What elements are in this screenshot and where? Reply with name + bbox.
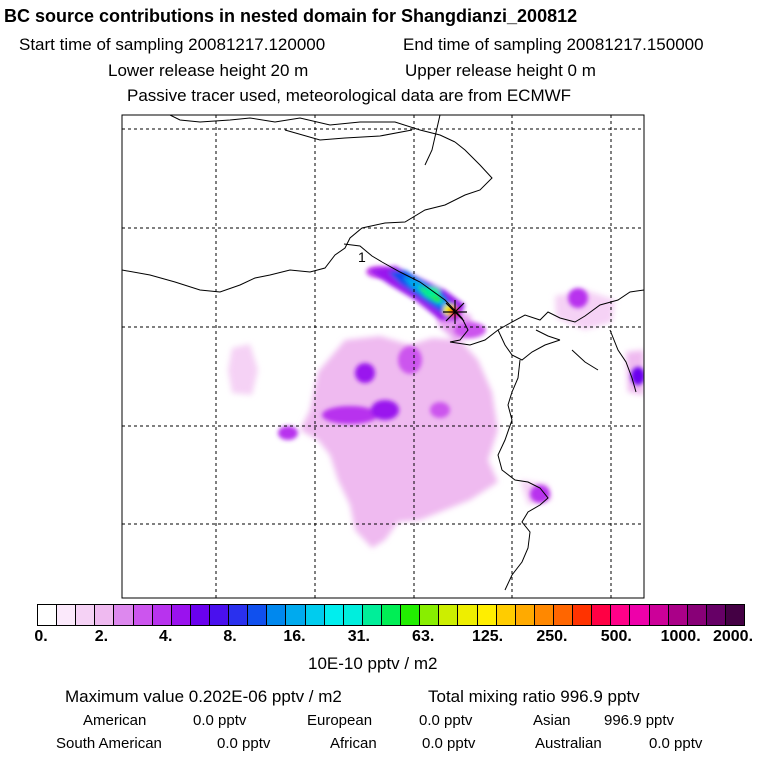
asian-label: Asian: [533, 712, 571, 729]
colorbar-units: 10E-10 pptv / m2: [308, 654, 438, 673]
south-american-value: 0.0 pptv: [217, 735, 271, 752]
colorbar-swatch: [630, 605, 650, 625]
asian-value: 996.9 pptv: [604, 712, 675, 729]
plume-light: [228, 290, 644, 548]
map-frame: [121, 114, 645, 599]
colorbar-swatch: [76, 605, 96, 625]
tracer-note: Passive tracer used, meteorological data…: [127, 86, 572, 105]
colorbar-swatch: [477, 605, 497, 625]
colorbar-swatch: [420, 605, 440, 625]
australian-value: 0.0 pptv: [649, 735, 703, 752]
colorbar-swatch: [190, 605, 210, 625]
colorbar-swatch: [305, 605, 325, 625]
colorbar-tick-label: 250.: [536, 628, 568, 645]
colorbar-swatch: [668, 605, 688, 625]
colorbar-swatch: [381, 605, 402, 625]
colorbar-tick-label: 63.: [412, 628, 435, 645]
colorbar-tick-label: 1000.: [660, 628, 701, 645]
european-value: 0.0 pptv: [419, 712, 473, 729]
colorbar-swatch: [401, 605, 421, 625]
south-american-label: South American: [56, 735, 162, 752]
colorbar-swatch: [248, 605, 268, 625]
colorbar-swatch: [725, 605, 745, 625]
upper-release-height: Upper release height 0 m: [405, 61, 596, 80]
colorbar-swatch: [171, 605, 191, 625]
african-value: 0.0 pptv: [422, 735, 476, 752]
colorbar-swatch: [57, 605, 77, 625]
colorbar-tick-label: 4.: [159, 628, 173, 645]
colorbar-swatch: [496, 605, 516, 625]
lat-lon-grid: [122, 115, 644, 598]
map-title: BC source contributions in nested domain…: [4, 6, 578, 26]
african-label: African: [330, 735, 377, 752]
lower-release-height: Lower release height 20 m: [108, 61, 309, 80]
colorbar-swatch: [324, 605, 344, 625]
american-label: American: [83, 712, 147, 729]
colorbar-swatch: [229, 605, 249, 625]
colorbar-swatch: [687, 605, 707, 625]
colorbar-swatch: [573, 605, 593, 625]
start-time-label: Start time of sampling 20081217.120000: [19, 35, 326, 54]
contour-label: 1: [358, 249, 366, 265]
concentration-field: [122, 115, 644, 591]
colorbar-swatch: [458, 605, 478, 625]
colorbar-tick-label: 8.: [223, 628, 237, 645]
colorbar-swatch: [439, 605, 459, 625]
colorbar-swatch: [515, 605, 535, 625]
colorbar-swatch: [286, 605, 306, 625]
plume-medium: [278, 266, 644, 503]
colorbar-swatch: [114, 605, 134, 625]
plume-core: [368, 266, 465, 320]
colorbar-tick-label: 2.: [94, 628, 109, 645]
colorbar-tick-label: 500.: [600, 628, 632, 645]
coastlines: [122, 115, 644, 591]
colorbar-tick-label: 0.: [34, 628, 48, 645]
maximum-value: Maximum value 0.202E-06 pptv / m2: [65, 687, 342, 706]
colorbar-tick-label: 31.: [347, 628, 370, 645]
colorbar-swatch: [553, 605, 574, 625]
american-value: 0.0 pptv: [193, 712, 247, 729]
colorbar-swatch: [649, 605, 669, 625]
colorbar: [37, 604, 745, 626]
colorbar-swatch: [534, 605, 554, 625]
colorbar-swatch: [38, 605, 58, 625]
colorbar-swatch: [95, 605, 115, 625]
european-label: European: [307, 712, 373, 729]
colorbar-swatch: [152, 605, 172, 625]
colorbar-swatch: [362, 605, 382, 625]
colorbar-swatch: [267, 605, 287, 625]
receptor-star-icon: [443, 300, 467, 324]
colorbar-swatch: [343, 605, 363, 625]
colorbar-tick-label: 16.: [283, 628, 306, 645]
colorbar-swatch: [133, 605, 153, 625]
colorbar-swatch: [592, 605, 612, 625]
australian-label: Australian: [535, 735, 602, 752]
total-mixing-ratio: Total mixing ratio 996.9 pptv: [428, 687, 640, 706]
colorbar-swatch: [706, 605, 726, 625]
end-time-label: End time of sampling 20081217.150000: [403, 35, 704, 54]
colorbar-swatch: [611, 605, 631, 625]
colorbar-tick-label: 2000.: [712, 628, 754, 645]
colorbar-swatch: [209, 605, 230, 625]
colorbar-tick-label: 125.: [471, 628, 504, 645]
